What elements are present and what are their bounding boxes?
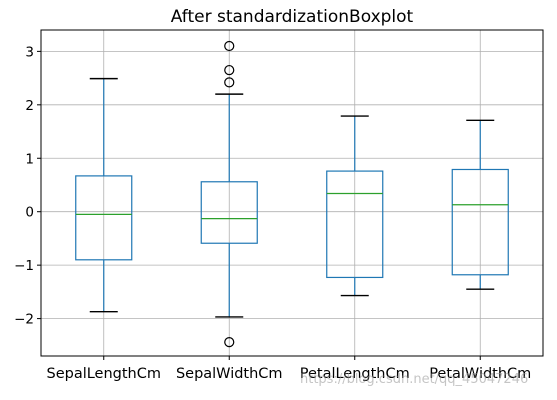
- axis-layer: 3 2 1 0 −1 −2 SepalLengthCm SepalWidthCm PetalLe…: [14, 44, 531, 382]
- outlier-point: [224, 64, 235, 76]
- y-tick-label: 1: [25, 151, 34, 167]
- iqr-box: [451, 168, 509, 276]
- iqr-box: [326, 170, 384, 279]
- x-tick-label: SepalLengthCm: [46, 366, 161, 382]
- x-tick-label: PetalWidthCm: [429, 366, 531, 382]
- outlier-point: [224, 337, 235, 348]
- box-group: [75, 77, 133, 313]
- box-group: [326, 115, 384, 297]
- outlier-point: [224, 40, 235, 52]
- y-tick-label: 2: [25, 98, 34, 114]
- y-tick-label: 3: [25, 44, 34, 60]
- iqr-box: [75, 175, 133, 261]
- watermark-text: https://blog.csdn.net/qq_45047246: [300, 372, 529, 387]
- box-group: [451, 119, 509, 290]
- y-tick-label: −1: [14, 258, 34, 274]
- y-tick-label: −2: [14, 312, 34, 328]
- box-group: [200, 40, 258, 348]
- chart-title: After standardizationBoxplot: [171, 7, 414, 27]
- x-tick-label: PetalLengthCm: [300, 366, 410, 382]
- iqr-box: [200, 181, 258, 244]
- plot-frame: [40, 29, 544, 357]
- outlier-point: [224, 77, 235, 88]
- marks-layer: [75, 40, 509, 348]
- y-tick-label: 0: [25, 205, 34, 221]
- x-tick-label: SepalWidthCm: [176, 366, 283, 382]
